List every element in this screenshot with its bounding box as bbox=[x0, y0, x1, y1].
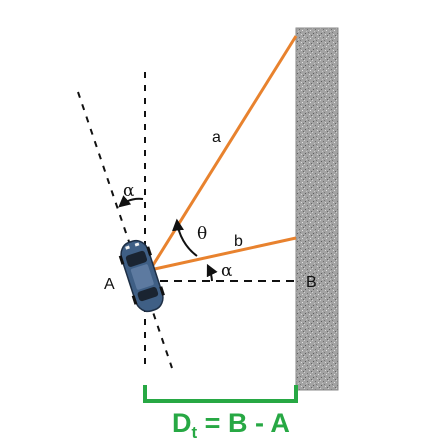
ray-b bbox=[149, 236, 297, 272]
alpha-top-arc bbox=[118, 195, 144, 208]
point-a-label: A bbox=[104, 276, 115, 293]
ray-a bbox=[148, 35, 298, 271]
alpha-bottom-label: α bbox=[221, 261, 233, 281]
theta-arc bbox=[172, 218, 198, 257]
distance-bracket bbox=[143, 385, 298, 403]
formula-lhs: D bbox=[172, 408, 192, 438]
ray-a-label: a bbox=[212, 129, 221, 146]
heading-dashed-line bbox=[77, 91, 173, 369]
point-b-label: B bbox=[306, 274, 317, 291]
car-top-view-icon bbox=[118, 239, 165, 313]
alpha-bottom-arc bbox=[206, 263, 218, 282]
theta-label: θ bbox=[197, 224, 207, 244]
formula-rhs: = B - A bbox=[197, 408, 290, 438]
wall bbox=[295, 27, 339, 391]
formula-subscript: t bbox=[192, 423, 198, 442]
alpha-top-label: α bbox=[123, 181, 135, 201]
distance-formula: Dt = B - A bbox=[172, 408, 290, 442]
ray-b-label: b bbox=[234, 233, 243, 250]
